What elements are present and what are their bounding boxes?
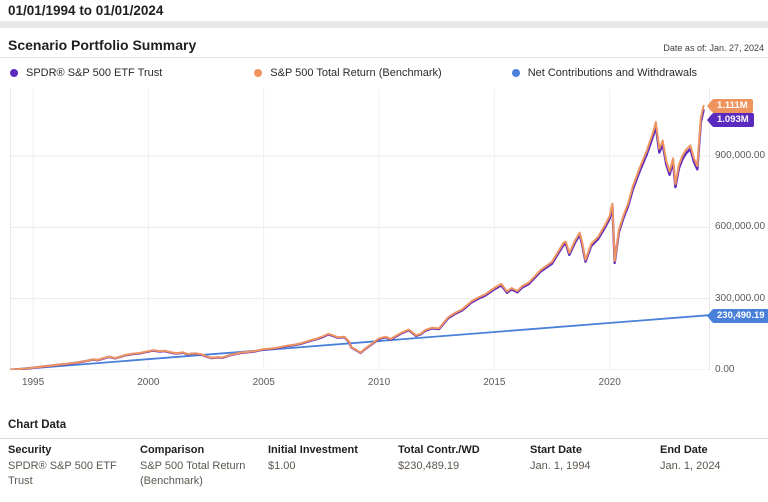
legend-item-portfolio[interactable]: SPDR® S&P 500 ETF Trust	[10, 67, 162, 79]
benchmark-series-dot-icon	[254, 69, 263, 77]
column-value: S&P 500 Total Return (Benchmark)	[140, 460, 246, 487]
legend-label: S&P 500 Total Return (Benchmark)	[270, 67, 442, 79]
date-range-title: 01/01/1994 to 01/01/2024	[8, 3, 164, 18]
column-header: Start Date	[530, 444, 582, 456]
y-tick-label: 0.00	[715, 364, 735, 375]
column-header: End Date	[660, 444, 708, 456]
contributions-end-value-badge: 230,490.19	[707, 309, 768, 323]
date-as-of-label: Date as of: Jan. 27, 2024	[663, 43, 764, 53]
column-value: Jan. 1, 1994	[530, 460, 591, 472]
column-header: Initial Investment	[268, 444, 358, 456]
column-value: $230,489.19	[398, 460, 460, 472]
legend-label: Net Contributions and Withdrawals	[527, 67, 698, 79]
y-tick-label: 600,000.00	[715, 221, 766, 233]
y-tick-label: 900,000.00	[715, 150, 766, 162]
x-tick-label: 2015	[483, 377, 506, 388]
column-value: $1.00	[268, 460, 296, 472]
contributions-series-dot-icon	[511, 69, 520, 77]
x-tick-label: 2000	[137, 377, 160, 388]
portfolio-series-dot-icon	[10, 69, 18, 77]
table-column-security: Security SPDR® S&P 500 ETF Trust	[8, 444, 126, 489]
benchmark-end-value-badge: 1.111M	[707, 99, 753, 113]
header-divider	[0, 57, 768, 58]
legend-label: SPDR® S&P 500 ETF Trust	[26, 67, 163, 79]
portfolio-end-value-badge: 1.093M	[707, 113, 754, 127]
top-divider-strip	[0, 21, 768, 28]
column-value: Jan. 1, 2024	[660, 460, 721, 472]
page-title: Scenario Portfolio Summary	[8, 37, 197, 53]
chart-data-heading: Chart Data	[8, 419, 67, 431]
legend-item-contributions[interactable]: Net Contributions and Withdrawals	[511, 67, 698, 79]
chart-data-divider	[0, 438, 768, 439]
column-header: Comparison	[140, 444, 205, 456]
table-column-initial-investment: Initial Investment $1.00	[268, 444, 392, 474]
x-tick-label: 2010	[367, 377, 391, 388]
y-tick-label: 300,000.00	[715, 292, 766, 304]
table-column-total-contr-wd: Total Contr./WD $230,489.19	[398, 444, 524, 474]
legend-item-benchmark[interactable]: S&P 500 Total Return (Benchmark)	[254, 67, 442, 79]
x-tick-label: 1995	[21, 377, 45, 388]
x-tick-label: 2005	[252, 377, 275, 388]
column-value: SPDR® S&P 500 ETF Trust	[8, 460, 117, 487]
column-header: Total Contr./WD	[398, 444, 480, 456]
portfolio-growth-chart[interactable]	[10, 89, 710, 370]
table-column-start-date: Start Date Jan. 1, 1994	[530, 444, 654, 474]
column-header: Security	[8, 444, 52, 456]
table-column-comparison: Comparison S&P 500 Total Return (Benchma…	[140, 444, 260, 489]
x-tick-label: 2020	[598, 377, 621, 388]
table-column-end-date: End Date Jan. 1, 2024	[660, 444, 760, 474]
chart-legend: SPDR® S&P 500 ETF Trust S&P 500 Total Re…	[10, 64, 697, 82]
